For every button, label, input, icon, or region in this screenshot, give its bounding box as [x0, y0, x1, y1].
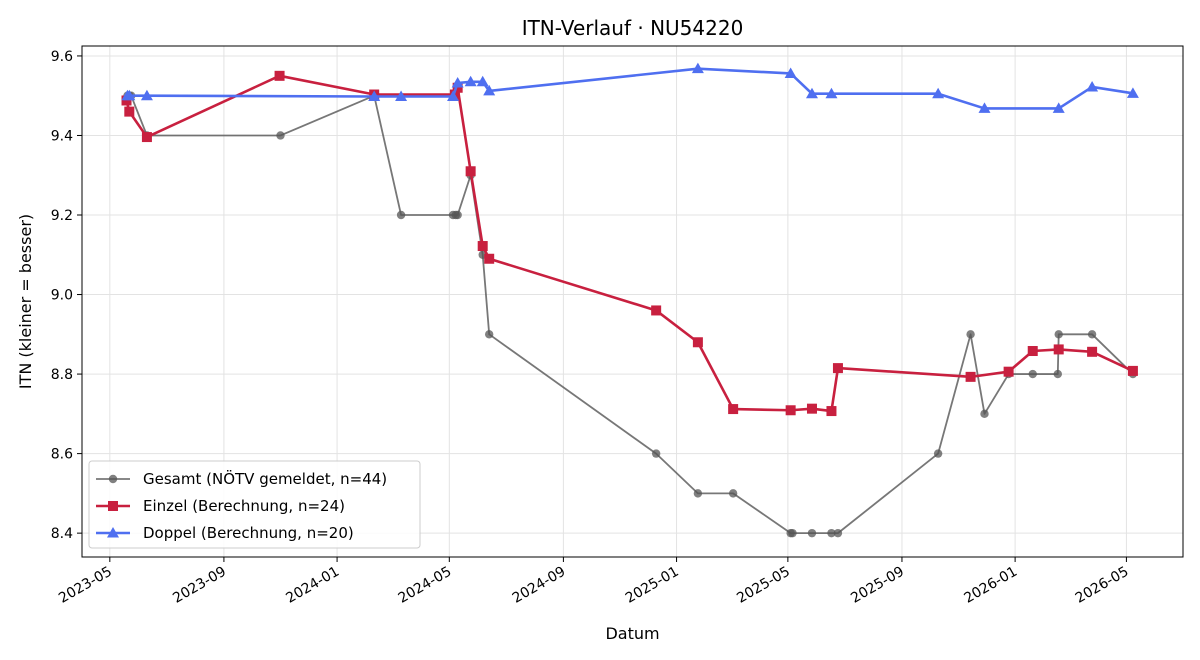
data-point-einzel — [1053, 344, 1064, 355]
data-point-gesamt — [933, 449, 943, 458]
series-einzel — [121, 70, 1138, 417]
data-point-gesamt — [833, 528, 843, 538]
data-point-doppel — [395, 90, 408, 102]
data-point-doppel — [451, 76, 464, 88]
data-point-doppel — [123, 89, 136, 101]
legend-item-einzel: Einzel (Berechnung, n=24) — [96, 497, 345, 515]
data-point-gesamt — [453, 210, 462, 220]
legend-label-doppel: Doppel (Berechnung, n=20) — [143, 524, 354, 542]
data-point-doppel — [691, 62, 704, 74]
data-point-gesamt — [1053, 369, 1062, 379]
data-point-doppel — [368, 90, 381, 102]
data-point-gesamt — [1054, 330, 1063, 339]
legend-item-gesamt: Gesamt (NÖTV gemeldet, n=44) — [96, 469, 387, 488]
data-point-einzel — [452, 82, 463, 93]
legend-item-doppel: Doppel (Berechnung, n=20) — [96, 524, 354, 542]
data-point-gesamt — [966, 330, 975, 339]
y-tick-label: 8.6 — [51, 447, 73, 463]
data-point-doppel — [932, 87, 945, 99]
data-point-gesamt — [1087, 330, 1097, 339]
data-point-einzel — [785, 405, 796, 416]
data-point-gesamt — [980, 409, 989, 419]
legend-marker-einzel — [108, 501, 118, 511]
legend-label-einzel: Einzel (Berechnung, n=24) — [143, 497, 345, 515]
data-point-gesamt — [827, 528, 836, 538]
data-point-einzel — [484, 253, 495, 264]
data-point-einzel — [124, 106, 135, 117]
data-point-einzel — [965, 371, 976, 382]
data-point-doppel — [464, 75, 477, 87]
legend: Gesamt (NÖTV gemeldet, n=44) Einzel (Bere… — [88, 460, 421, 549]
data-point-gesamt — [807, 528, 817, 538]
data-point-doppel — [1086, 80, 1099, 92]
data-point-einzel — [1027, 346, 1038, 357]
data-point-doppel — [784, 67, 797, 78]
data-point-einzel — [465, 166, 476, 177]
data-point-gesamt — [693, 489, 703, 498]
series-layer — [121, 62, 1139, 538]
chart-title: ITN-Verlauf · NU54220 — [522, 16, 744, 40]
data-point-gesamt — [651, 449, 661, 458]
y-tick-label: 8.8 — [51, 367, 73, 383]
data-point-einzel — [274, 70, 285, 81]
legend-marker-doppel — [107, 527, 119, 538]
data-point-einzel — [651, 305, 662, 316]
data-point-einzel — [1087, 346, 1098, 357]
data-point-einzel — [1127, 365, 1138, 376]
data-point-einzel — [826, 406, 837, 417]
y-tick-label: 8.4 — [51, 526, 73, 542]
data-point-doppel — [447, 90, 460, 102]
y-axis-label: ITN (kleiner = besser) — [16, 214, 35, 389]
data-point-einzel — [692, 337, 703, 348]
y-tick-label: 9.2 — [51, 208, 73, 224]
data-point-gesamt — [1028, 369, 1037, 379]
data-point-einzel — [806, 403, 817, 414]
data-point-gesamt — [396, 210, 406, 220]
data-point-doppel — [805, 87, 818, 99]
plot-frame — [81, 45, 1184, 558]
data-point-gesamt — [484, 330, 494, 339]
legend-label-gesamt: Gesamt (NÖTV gemeldet, n=44) — [143, 469, 387, 488]
data-point-gesamt — [728, 489, 738, 498]
data-point-einzel — [121, 95, 132, 106]
data-point-einzel — [1003, 366, 1014, 377]
x-axis-label: Datum — [605, 624, 659, 643]
data-point-doppel — [1126, 87, 1139, 98]
y-tick-label: 9.0 — [51, 288, 73, 304]
data-point-doppel — [825, 87, 838, 99]
y-tick-label: 9.4 — [51, 128, 73, 144]
data-point-einzel — [141, 132, 152, 143]
data-point-doppel — [483, 84, 496, 96]
y-tick-label: 9.6 — [51, 49, 73, 65]
data-point-einzel — [728, 404, 739, 415]
data-point-einzel — [477, 241, 488, 252]
data-point-einzel — [832, 363, 843, 374]
data-point-gesamt — [276, 131, 285, 140]
data-point-doppel — [476, 75, 489, 87]
data-point-doppel — [978, 102, 991, 113]
data-point-doppel — [140, 89, 153, 101]
series-doppel — [121, 62, 1139, 113]
legend-marker-gesamt — [108, 474, 118, 484]
data-point-gesamt — [788, 528, 797, 538]
legend-box — [88, 460, 421, 549]
data-point-doppel — [1052, 102, 1065, 113]
